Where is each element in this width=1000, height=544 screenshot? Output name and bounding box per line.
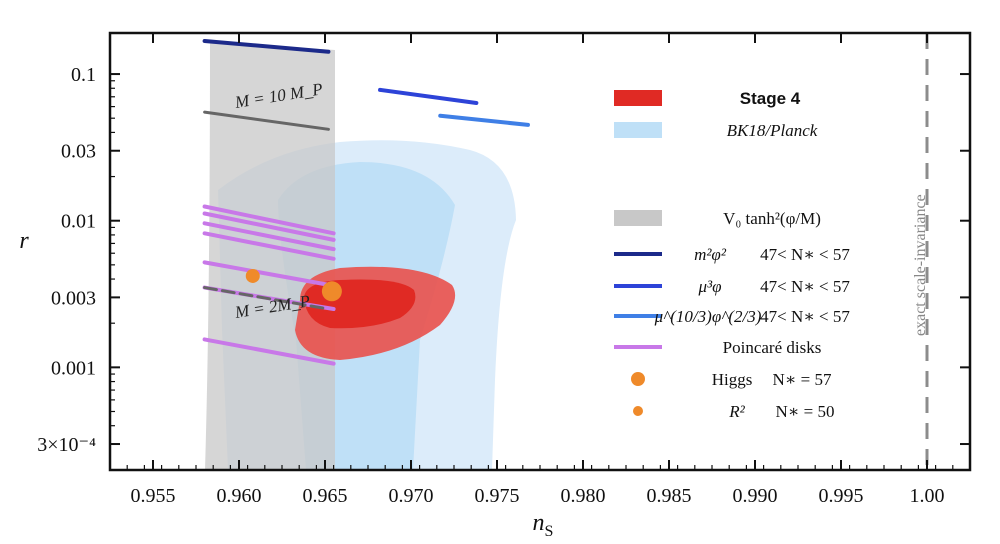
y-tick-label: 0.01 bbox=[61, 211, 96, 233]
x-tick-label: 0.960 bbox=[217, 485, 262, 507]
x-tick-label: 0.980 bbox=[561, 485, 606, 507]
tanh-band bbox=[205, 42, 335, 470]
legend-label-tanh: V₀ tanh²(φ/M) bbox=[723, 209, 821, 228]
legend-swatch-r2 bbox=[633, 406, 643, 416]
point-r2 bbox=[245, 268, 260, 283]
legend-range-phi1: 47< N∗ < 57 bbox=[760, 277, 850, 296]
legend-swatch-tanh bbox=[614, 210, 662, 226]
x-tick-label: 0.965 bbox=[303, 485, 348, 507]
poincare-segment-2 bbox=[202, 221, 336, 252]
legend-label-poincare: Poincaré disks bbox=[723, 338, 822, 357]
series-phi2 bbox=[202, 39, 331, 54]
tanh-line-m2 bbox=[203, 286, 330, 311]
annotation-scale-invariance: exact scale-invariance bbox=[912, 194, 929, 336]
x-tick-label: 0.975 bbox=[475, 485, 520, 507]
x-tick-label: 1.00 bbox=[910, 485, 945, 507]
legend-range-higgs: N∗ = 57 bbox=[773, 370, 832, 389]
x-tick-label: 0.955 bbox=[131, 485, 176, 507]
legend-swatch-bk18 bbox=[614, 122, 662, 138]
plot-area bbox=[202, 33, 929, 470]
legend-label-phi1: μ³φ bbox=[697, 277, 721, 296]
y-axis-label: r bbox=[19, 228, 29, 254]
y-axis: 0.1 0.03 0.01 0.003 0.001 3×10⁻⁴ bbox=[37, 64, 970, 456]
legend: Stage 4 BK18/Planck V₀ tanh²(φ/M) m²φ² 4… bbox=[614, 89, 850, 421]
legend-label-phi23: μ^(10/3)φ^(2/3) bbox=[654, 307, 762, 326]
x-tick-label: 0.985 bbox=[647, 485, 692, 507]
y-tick-label: 3×10⁻⁴ bbox=[37, 434, 96, 456]
y-tick-label: 0.03 bbox=[61, 141, 96, 163]
y-tick-label: 0.003 bbox=[51, 287, 96, 309]
x-tick-label: 0.995 bbox=[819, 485, 864, 507]
legend-label-r2: R² bbox=[728, 402, 745, 421]
legend-swatch-higgs bbox=[631, 372, 645, 386]
poincare-segment-0 bbox=[202, 204, 336, 236]
x-tick-label: 0.970 bbox=[389, 485, 434, 507]
x-axis-label: nS bbox=[533, 510, 554, 540]
poincare-segment-3 bbox=[202, 231, 336, 261]
x-tick-label: 0.990 bbox=[733, 485, 778, 507]
tanh-line-m10 bbox=[203, 110, 330, 131]
y-tick-label: 0.1 bbox=[71, 64, 96, 86]
series-phi23 bbox=[438, 113, 530, 127]
legend-range-phi23: 47< N∗ < 57 bbox=[760, 307, 850, 326]
x-axis: 0.955 0.960 0.965 0.970 0.975 0.980 0.985 0.990… bbox=[126, 33, 954, 507]
legend-swatch-stage4 bbox=[614, 90, 662, 106]
legend-range-phi2: 47< N∗ < 57 bbox=[760, 245, 850, 264]
poincare-segment-4 bbox=[202, 260, 336, 288]
y-tick-label: 0.001 bbox=[51, 357, 96, 379]
legend-range-r2: N∗ = 50 bbox=[776, 402, 835, 421]
poincare-segment-1 bbox=[202, 211, 336, 242]
legend-label-higgs: Higgs bbox=[712, 370, 753, 389]
legend-label-bk18: BK18/Planck bbox=[727, 121, 818, 140]
poincare-segment-6 bbox=[202, 337, 336, 366]
legend-label-stage4: Stage 4 bbox=[740, 89, 801, 108]
series-phi1 bbox=[378, 87, 479, 105]
point-higgs bbox=[321, 281, 342, 302]
legend-label-phi2: m²φ² bbox=[694, 245, 727, 264]
